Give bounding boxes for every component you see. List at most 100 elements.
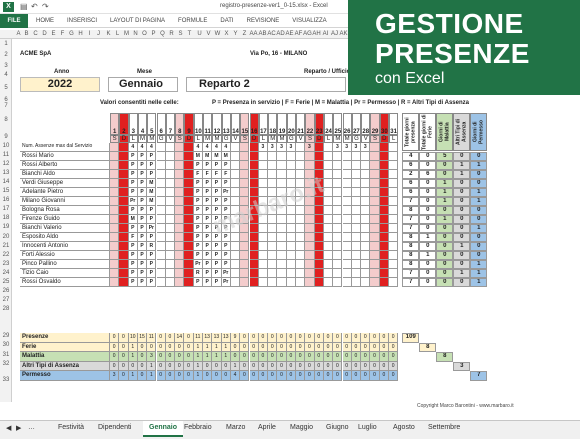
row-header[interactable]: 10 <box>2 143 10 149</box>
attendance-cell[interactable] <box>230 206 241 215</box>
sheet-tab[interactable]: Gennaio <box>143 421 184 437</box>
attendance-cell[interactable] <box>351 260 362 269</box>
column-header[interactable]: AJ <box>330 31 338 37</box>
row-header[interactable]: 8 <box>4 117 8 123</box>
column-header[interactable]: B <box>24 31 29 37</box>
attendance-cell[interactable] <box>333 215 343 224</box>
row-header[interactable]: 31 <box>2 352 10 358</box>
row-header[interactable]: 28 <box>2 306 10 312</box>
attendance-cell[interactable] <box>277 269 287 278</box>
attendance-cell[interactable] <box>258 278 269 287</box>
sheet-tab[interactable]: Giugno <box>326 424 349 431</box>
scroll-right-icon[interactable]: ▶ <box>16 425 22 432</box>
attendance-cell[interactable] <box>240 161 250 170</box>
ribbon-tab[interactable]: INSERISCI <box>67 18 98 24</box>
column-header[interactable]: O <box>142 31 147 37</box>
max-row-cell[interactable]: 3 <box>361 143 371 152</box>
attendance-cell[interactable] <box>286 206 296 215</box>
max-row-cell[interactable]: 3 <box>268 143 278 152</box>
attendance-cell[interactable]: P <box>193 188 203 197</box>
attendance-cell[interactable] <box>361 233 371 242</box>
attendance-cell[interactable] <box>156 206 166 215</box>
ribbon-tab[interactable]: LAYOUT DI PAGINA <box>110 18 166 24</box>
attendance-cell[interactable] <box>258 188 269 197</box>
attendance-cell[interactable] <box>184 233 194 242</box>
row-header[interactable]: 32 <box>2 361 10 367</box>
attendance-cell[interactable] <box>370 206 380 215</box>
attendance-cell[interactable] <box>165 170 176 179</box>
attendance-cell[interactable]: P <box>212 161 222 170</box>
attendance-cell[interactable] <box>165 278 176 287</box>
attendance-cell[interactable] <box>305 269 315 278</box>
attendance-cell[interactable] <box>258 251 269 260</box>
attendance-cell[interactable]: P <box>221 215 231 224</box>
attendance-cell[interactable] <box>268 251 278 260</box>
max-row-cell[interactable]: 3 <box>342 143 352 152</box>
max-row-cell[interactable]: 4 <box>212 143 222 152</box>
column-header[interactable]: Z <box>242 31 247 37</box>
attendance-cell[interactable] <box>370 170 380 179</box>
attendance-cell[interactable] <box>249 242 259 251</box>
attendance-cell[interactable] <box>389 224 399 233</box>
row-header[interactable]: 7 <box>4 103 8 109</box>
attendance-cell[interactable] <box>389 197 399 206</box>
attendance-cell[interactable] <box>119 242 129 251</box>
attendance-cell[interactable] <box>277 215 287 224</box>
attendance-cell[interactable] <box>165 161 176 170</box>
sheet-tab[interactable]: Maggio <box>290 424 313 431</box>
attendance-cell[interactable] <box>268 278 278 287</box>
attendance-cell[interactable] <box>361 170 371 179</box>
attendance-cell[interactable]: P <box>203 224 213 233</box>
attendance-cell[interactable] <box>175 260 185 269</box>
attendance-cell[interactable] <box>351 278 362 287</box>
attendance-cell[interactable]: M <box>147 188 157 197</box>
attendance-cell[interactable]: P <box>137 233 148 242</box>
attendance-cell[interactable] <box>184 269 194 278</box>
attendance-cell[interactable] <box>184 215 194 224</box>
attendance-cell[interactable]: P <box>128 188 138 197</box>
row-header[interactable]: 19 <box>2 224 10 230</box>
attendance-cell[interactable] <box>389 206 399 215</box>
ribbon-tab[interactable]: FORMULE <box>178 18 208 24</box>
max-row-cell[interactable] <box>110 143 120 152</box>
attendance-cell[interactable] <box>305 152 315 161</box>
max-row-cell[interactable]: 4 <box>147 143 157 152</box>
attendance-cell[interactable]: P <box>203 188 213 197</box>
attendance-cell[interactable] <box>323 197 334 206</box>
attendance-cell[interactable] <box>268 242 278 251</box>
attendance-cell[interactable] <box>249 152 259 161</box>
row-header[interactable]: 20 <box>2 234 10 240</box>
attendance-cell[interactable]: P <box>128 251 138 260</box>
attendance-cell[interactable] <box>175 242 185 251</box>
attendance-cell[interactable] <box>379 215 389 224</box>
attendance-cell[interactable] <box>296 224 306 233</box>
attendance-cell[interactable]: P <box>193 179 203 188</box>
attendance-cell[interactable]: P <box>203 197 213 206</box>
attendance-cell[interactable] <box>258 260 269 269</box>
attendance-cell[interactable] <box>175 188 185 197</box>
attendance-cell[interactable] <box>110 170 120 179</box>
attendance-cell[interactable]: P <box>128 206 138 215</box>
attendance-cell[interactable] <box>175 215 185 224</box>
attendance-cell[interactable]: P <box>193 278 203 287</box>
attendance-cell[interactable]: P <box>147 269 157 278</box>
max-row-cell[interactable]: 4 <box>137 143 148 152</box>
row-header[interactable]: 14 <box>2 179 10 185</box>
attendance-cell[interactable]: P <box>137 224 148 233</box>
attendance-cell[interactable] <box>323 215 334 224</box>
attendance-cell[interactable] <box>230 188 241 197</box>
row-header[interactable]: 12 <box>2 161 10 167</box>
attendance-cell[interactable] <box>175 152 185 161</box>
undo-icon[interactable]: ↶ <box>31 2 38 11</box>
max-row-cell[interactable]: 4 <box>128 143 138 152</box>
attendance-cell[interactable]: F <box>128 233 138 242</box>
attendance-cell[interactable] <box>286 197 296 206</box>
attendance-cell[interactable] <box>296 269 306 278</box>
attendance-cell[interactable]: P <box>203 206 213 215</box>
column-header[interactable]: X <box>224 31 229 37</box>
attendance-cell[interactable] <box>249 170 259 179</box>
attendance-cell[interactable] <box>333 242 343 251</box>
attendance-cell[interactable]: P <box>147 260 157 269</box>
row-header[interactable]: 26 <box>2 288 10 294</box>
attendance-cell[interactable] <box>119 197 129 206</box>
